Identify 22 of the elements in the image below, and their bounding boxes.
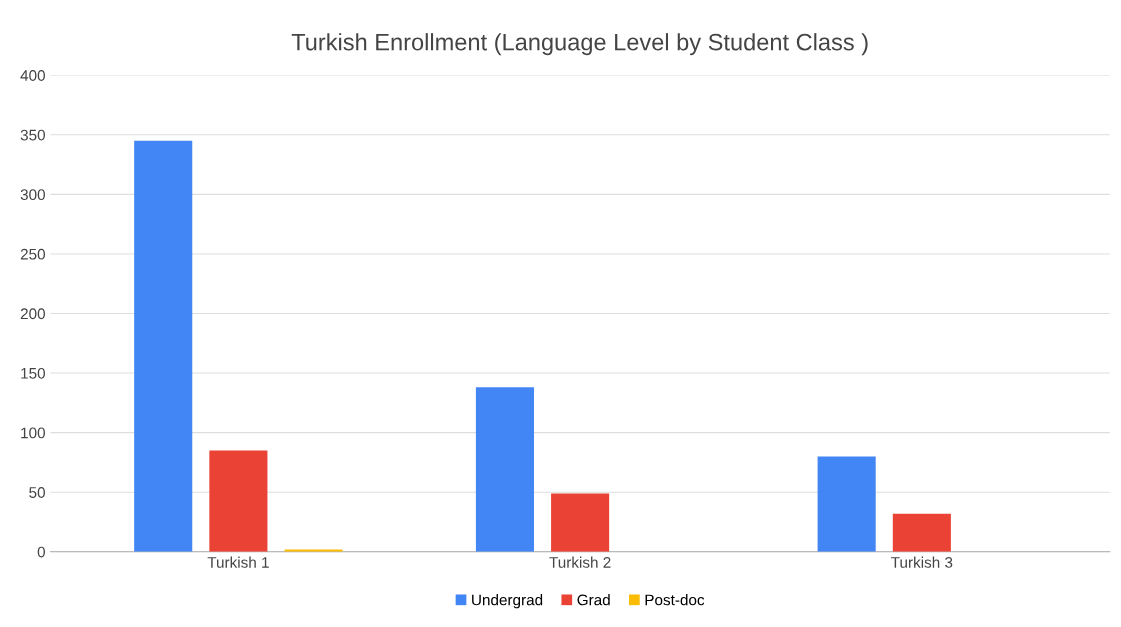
y-tick-label: 250 bbox=[20, 248, 45, 260]
y-tick-label: 400 bbox=[20, 70, 45, 81]
y-tick-label: 350 bbox=[20, 129, 45, 141]
bar bbox=[551, 493, 610, 552]
y-tick-label: 0 bbox=[37, 546, 45, 558]
y-tick-label: 100 bbox=[21, 427, 45, 439]
bar bbox=[209, 450, 268, 552]
x-tick-label: Turkish 3 bbox=[891, 556, 953, 568]
legend-label: Post-doc bbox=[645, 594, 705, 606]
bar bbox=[817, 456, 876, 552]
chart-title: Turkish Enrollment (Language Level by Student Class ) bbox=[291, 33, 868, 56]
bar bbox=[892, 513, 951, 552]
x-tick-label: Turkish 1 bbox=[207, 556, 269, 568]
y-tick-label: 200 bbox=[20, 308, 45, 320]
y-tick-label: 150 bbox=[21, 367, 45, 379]
y-tick-label: 300 bbox=[20, 189, 45, 201]
x-tick-label: Turkish 2 bbox=[549, 556, 611, 568]
legend-label: Undergrad bbox=[472, 594, 543, 609]
bar bbox=[475, 387, 534, 552]
y-tick-label: 50 bbox=[29, 487, 45, 498]
legend-label: Grad bbox=[577, 594, 610, 606]
bar bbox=[134, 140, 193, 552]
